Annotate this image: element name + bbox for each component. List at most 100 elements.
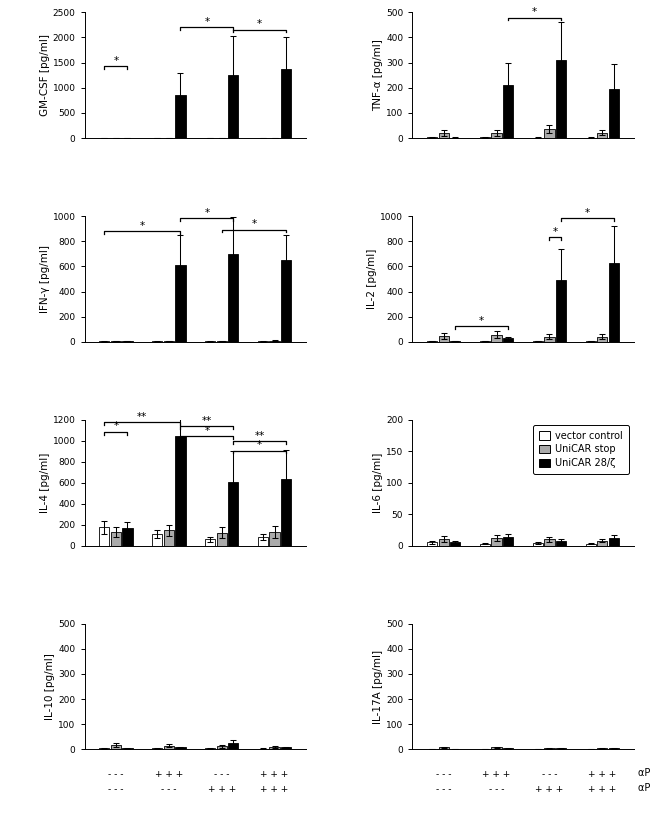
Bar [597,748,608,749]
Y-axis label: GM-CSF [pg/ml]: GM-CSF [pg/ml] [40,34,49,116]
Bar [111,744,121,749]
Y-axis label: IL-17A [pg/ml]: IL-17A [pg/ml] [373,649,384,723]
Text: - - -: - - - [436,770,451,779]
Text: *: * [585,208,590,218]
Text: *: * [257,441,263,450]
Bar [99,748,109,749]
Bar [609,538,619,545]
Bar [281,748,291,749]
Bar [556,280,566,342]
Text: **: ** [255,431,265,441]
Bar [597,337,608,342]
Text: *: * [204,17,209,27]
Bar [544,337,554,342]
Bar [176,265,185,342]
Text: *: * [532,7,537,17]
Bar [597,541,608,545]
Text: - - -: - - - [489,785,504,794]
Text: **: ** [137,411,148,422]
Y-axis label: IL-2 [pg/ml]: IL-2 [pg/ml] [367,249,378,309]
Text: *: * [252,219,257,229]
Bar [491,335,502,342]
Text: + + +: + + + [261,785,289,794]
Text: *: * [204,426,209,436]
Text: - - -: - - - [108,770,124,779]
Text: + + +: + + + [261,770,289,779]
Text: *: * [552,227,558,237]
Text: - - -: - - - [436,785,451,794]
Bar [281,479,291,545]
Bar [503,338,514,342]
Text: + + +: + + + [482,770,511,779]
Bar [228,743,239,749]
Bar [491,133,502,138]
Y-axis label: TNF-α [pg/ml]: TNF-α [pg/ml] [373,39,384,111]
Text: + + +: + + + [536,785,564,794]
Bar [281,69,291,138]
Text: *: * [479,315,484,326]
Bar [99,527,109,545]
Bar [205,540,215,545]
Bar [491,538,502,545]
Bar [228,75,239,138]
Bar [544,748,554,749]
Text: - - -: - - - [161,785,177,794]
Y-axis label: IFN-γ [pg/ml]: IFN-γ [pg/ml] [40,245,49,313]
Text: *: * [257,20,263,29]
Bar [111,532,121,545]
Text: *: * [113,56,118,66]
Text: *: * [113,422,118,432]
Text: αPSMA TM: αPSMA TM [638,783,650,793]
Bar [544,540,554,545]
Bar [427,542,437,545]
Bar [176,748,185,749]
Bar [228,254,239,342]
Bar [270,747,280,749]
Bar [439,133,448,138]
Bar [480,544,490,545]
Bar [176,436,185,545]
Text: + + +: + + + [207,785,236,794]
Y-axis label: IL-4 [pg/ml]: IL-4 [pg/ml] [40,453,49,513]
Text: *: * [140,220,145,231]
Bar [176,95,185,138]
Bar [152,748,162,749]
Text: *: * [204,208,209,218]
Bar [427,137,437,138]
Bar [556,60,566,138]
Bar [122,748,133,749]
Bar [503,748,514,749]
Bar [258,537,268,545]
Text: αPSCA TM: αPSCA TM [638,767,650,777]
Text: + + +: + + + [588,770,616,779]
Y-axis label: IL-6 [pg/ml]: IL-6 [pg/ml] [373,453,384,513]
Text: - - -: - - - [108,785,124,794]
Bar [450,542,460,545]
Bar [503,85,514,138]
Bar [556,748,566,749]
Bar [609,748,619,749]
Bar [228,482,239,545]
Bar [152,534,162,545]
Bar [439,540,448,545]
Legend: vector control, UniCAR stop, UniCAR 28/ζ: vector control, UniCAR stop, UniCAR 28/ζ [533,425,629,474]
Text: - - -: - - - [214,770,229,779]
Bar [164,531,174,545]
Bar [556,541,566,545]
Bar [122,527,133,545]
Text: **: ** [202,416,212,426]
Bar [544,129,554,138]
Y-axis label: IL-10 [pg/ml]: IL-10 [pg/ml] [46,653,55,720]
Bar [609,263,619,342]
Bar [164,745,174,749]
Bar [439,336,448,342]
Bar [491,748,502,749]
Bar [597,133,608,138]
Bar [281,260,291,342]
Bar [503,536,514,545]
Text: + + +: + + + [588,785,616,794]
Bar [270,532,280,545]
Bar [586,544,596,545]
Bar [609,89,619,138]
Bar [216,532,227,545]
